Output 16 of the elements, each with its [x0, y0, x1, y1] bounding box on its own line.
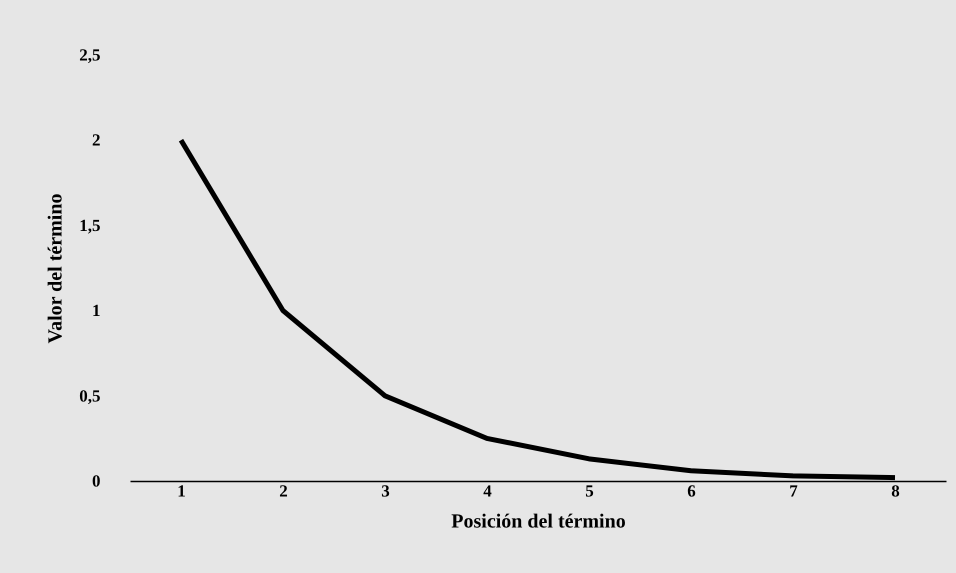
x-tick-label: 4 — [483, 482, 492, 500]
x-tick-label: 6 — [687, 482, 696, 500]
x-tick-label: 8 — [891, 482, 900, 500]
y-tick-label: 0,5 — [79, 386, 100, 406]
y-axis-title: Valor del término — [44, 194, 66, 344]
x-tick-label: 5 — [585, 482, 594, 500]
x-axis-title: Posición del término — [451, 510, 626, 532]
y-tick-label: 0 — [92, 472, 100, 490]
y-tick-label: 1 — [92, 301, 100, 320]
x-tick-label: 3 — [381, 482, 390, 500]
x-tick-label: 1 — [177, 482, 186, 500]
x-tick-label: 2 — [279, 482, 288, 500]
y-tick-label: 2,5 — [79, 46, 100, 64]
y-tick-label: 1,5 — [79, 216, 100, 235]
y-tick-label: 2 — [92, 130, 100, 150]
x-tick-label: 7 — [789, 482, 798, 500]
